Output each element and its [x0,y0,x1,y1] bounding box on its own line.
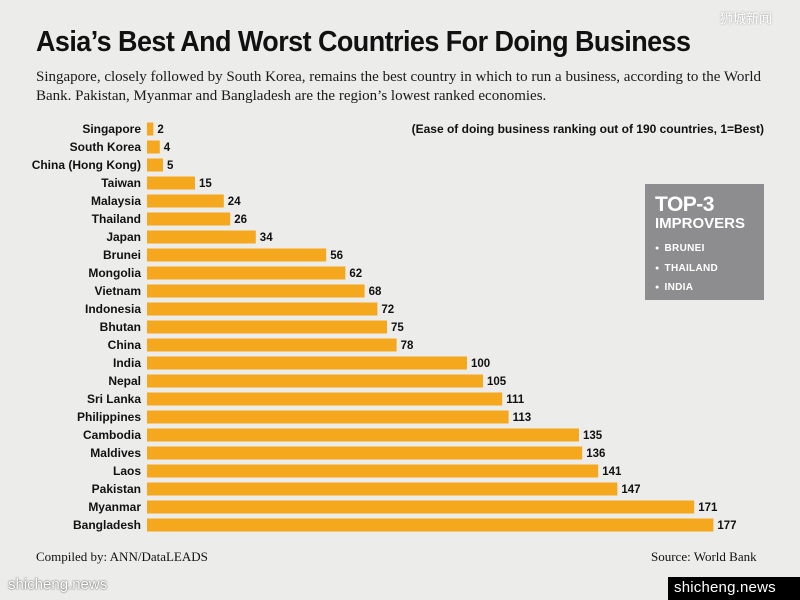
category-label: Indonesia [85,302,141,316]
value-label: 113 [513,412,532,424]
value-label: 171 [698,502,718,514]
value-label: 26 [234,214,247,226]
bar [147,266,346,280]
watermark-right: shicheng.news [674,579,776,596]
bar [147,464,599,478]
bar [147,392,503,406]
value-label: 62 [349,268,362,280]
top-improvers-box: TOP-3 IMPROVERS BRUNEI THAILAND INDIA [645,184,764,300]
category-label: Malaysia [91,194,141,208]
bar [147,158,163,172]
value-label: 147 [621,484,640,496]
category-label: Philippines [77,410,141,424]
value-label: 15 [199,178,212,190]
improvers-list: BRUNEI THAILAND INDIA [655,239,718,298]
improver-item: BRUNEI [655,239,718,259]
category-label: Bangladesh [73,518,141,532]
bar [147,140,160,154]
category-label: Myanmar [88,500,141,514]
value-label: 5 [167,160,174,172]
bar [147,518,714,532]
compiled-by: Compiled by: ANN/DataLEADS [36,549,208,564]
category-label: China (Hong Kong) [32,158,141,172]
value-label: 72 [381,304,394,316]
category-label: Sri Lanka [87,392,141,406]
bar [147,176,195,190]
chart-subtitle: Singapore, closely followed by South Kor… [36,69,762,104]
bar [147,212,231,226]
chart-note: (Ease of doing business ranking out of 1… [411,122,764,136]
bar [147,122,154,136]
category-label: Japan [106,230,141,244]
value-label: 75 [391,322,404,334]
category-label: Maldives [90,446,141,460]
value-label: 135 [583,430,603,442]
value-label: 56 [330,250,343,262]
value-label: 2 [157,124,163,136]
value-label: 4 [164,142,171,154]
category-label: Thailand [92,212,141,226]
category-label: Bhutan [100,320,141,334]
category-label: Pakistan [92,482,141,496]
category-label: Vietnam [95,284,141,298]
category-label: Mongolia [88,266,141,280]
value-label: 24 [228,196,241,208]
chart-title: Asia’s Best And Worst Countries For Doin… [36,26,691,58]
value-label: 78 [401,340,414,352]
bar [147,356,467,370]
bar [147,194,224,208]
bar [147,410,509,424]
bar [147,248,327,262]
bar [147,284,365,298]
bar [147,500,695,514]
improver-item: INDIA [655,278,718,298]
bar [147,230,256,244]
category-label: China [108,338,142,352]
source-credit: Source: World Bank [651,549,757,564]
category-label: Laos [113,464,141,478]
improvers-subheading: IMPROVERS [655,215,746,232]
category-label: Cambodia [83,428,141,442]
watermark-top: 狮城新闻 [720,11,773,26]
value-label: 136 [586,448,605,460]
value-label: 177 [717,520,736,532]
category-label: Brunei [103,248,141,262]
category-label: Nepal [108,374,141,388]
value-label: 34 [260,232,273,244]
bar [147,446,583,460]
bar [147,320,387,334]
bar [147,338,397,352]
category-label: India [113,356,141,370]
bar [147,428,579,442]
value-label: 100 [471,358,490,370]
watermark-bar [668,577,800,600]
bar [147,374,483,388]
watermark-left: shicheng.news [8,576,108,593]
category-label: Singapore [82,122,141,136]
value-label: 105 [487,376,507,388]
value-label: 68 [369,286,382,298]
bar [147,302,378,316]
improver-item: THAILAND [655,259,718,279]
improvers-heading: TOP-3 [655,193,714,216]
value-label: 111 [506,394,525,406]
category-label: South Korea [70,140,142,154]
category-label: Taiwan [101,176,141,190]
value-label: 141 [602,466,622,478]
bar [147,482,618,496]
